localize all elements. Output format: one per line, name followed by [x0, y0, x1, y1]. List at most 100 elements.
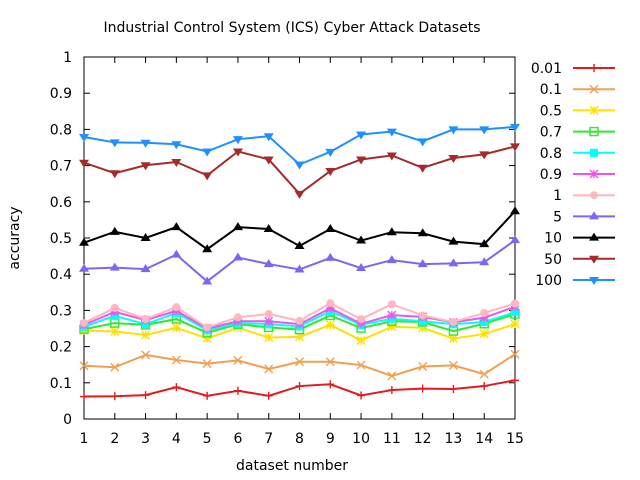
data-point	[510, 349, 520, 359]
legend-item: 0.1	[540, 82, 615, 98]
data-point	[387, 386, 396, 395]
y-tick-label: 0.6	[50, 195, 72, 211]
series-line	[83, 145, 516, 196]
legend-item: 50	[544, 252, 615, 268]
data-point	[480, 317, 489, 326]
data-point	[448, 360, 458, 370]
legend-item: 0.8	[540, 146, 615, 162]
data-point	[479, 369, 489, 379]
data-point	[590, 148, 598, 157]
data-point	[479, 329, 489, 339]
data-point	[589, 255, 599, 264]
legend-label: 0.8	[540, 146, 562, 162]
data-point	[263, 156, 274, 165]
data-point	[479, 257, 490, 266]
y-tick-label: 0	[63, 412, 72, 428]
data-point	[511, 376, 519, 385]
y-tick-label: 0.9	[50, 86, 72, 102]
data-point	[356, 360, 366, 370]
legend-label: 0.1	[540, 82, 562, 98]
legend-item: 5	[553, 209, 615, 225]
data-point	[356, 131, 367, 140]
data-point	[589, 211, 599, 220]
legend: 0.01 0.1 0.5 0.7 0.8 0.9 1 5 10 50 100	[531, 61, 615, 289]
data-point	[294, 264, 305, 273]
data-point	[448, 236, 459, 245]
x-tick-label: 14	[475, 431, 493, 447]
legend-label: 10	[544, 231, 562, 247]
data-point	[202, 148, 213, 157]
data-point	[511, 308, 519, 317]
data-point	[232, 252, 243, 261]
legend-label: 50	[544, 252, 562, 268]
data-point	[589, 105, 599, 115]
data-point	[79, 361, 89, 371]
series-layer	[79, 123, 520, 401]
data-point	[326, 380, 335, 389]
legend-item: 1	[553, 188, 615, 204]
data-point	[203, 323, 212, 332]
data-point	[172, 383, 181, 392]
data-point	[356, 263, 367, 272]
x-tick-label: 3	[141, 431, 150, 447]
data-point	[418, 317, 427, 326]
data-point	[171, 323, 181, 333]
data-point	[110, 362, 120, 372]
data-point	[510, 319, 520, 329]
data-point	[202, 333, 212, 343]
legend-item: 0.7	[540, 125, 615, 141]
data-point	[110, 303, 119, 312]
data-point	[479, 239, 490, 248]
data-point	[202, 244, 213, 253]
data-point	[418, 362, 428, 372]
data-point	[417, 138, 428, 147]
data-point	[140, 139, 151, 148]
x-tick-label: 5	[203, 431, 212, 447]
x-tick-label: 13	[445, 431, 463, 447]
chart-title: Industrial Control System (ICS) Cyber At…	[103, 20, 480, 36]
data-point	[448, 258, 459, 267]
series-100	[79, 123, 520, 170]
data-point	[325, 320, 335, 330]
series-0-1	[79, 349, 520, 381]
data-point	[479, 151, 490, 160]
x-tick-label: 1	[80, 431, 89, 447]
x-tick-label: 12	[414, 431, 432, 447]
data-point	[140, 162, 151, 171]
data-point	[387, 300, 396, 309]
data-point	[386, 128, 397, 137]
data-point	[202, 276, 213, 285]
y-tick-label: 1	[63, 50, 72, 66]
legend-item: 10	[544, 231, 615, 247]
data-point	[110, 326, 120, 336]
data-point	[263, 223, 274, 232]
data-point	[294, 161, 305, 170]
data-point	[263, 133, 274, 142]
data-point	[448, 334, 458, 344]
data-point	[449, 384, 458, 393]
data-point	[295, 357, 304, 367]
data-point	[325, 252, 336, 261]
data-point	[202, 172, 213, 181]
data-point	[141, 350, 151, 360]
data-point	[171, 158, 182, 167]
data-point	[590, 64, 598, 72]
data-point	[233, 386, 242, 395]
x-tick-label: 11	[383, 431, 401, 447]
x-tick-label: 2	[110, 431, 119, 447]
data-point	[480, 382, 489, 391]
data-point	[386, 255, 397, 264]
data-point	[109, 170, 120, 179]
data-point	[510, 206, 520, 215]
x-tick-label: 15	[506, 431, 524, 447]
data-point	[356, 156, 367, 165]
data-point	[264, 333, 274, 343]
data-point	[264, 316, 274, 326]
data-point	[294, 190, 305, 199]
y-tick-label: 0.7	[50, 159, 72, 175]
x-tick-label: 9	[326, 431, 335, 447]
legend-label: 0.5	[540, 103, 562, 119]
data-point	[510, 123, 520, 132]
data-point	[232, 148, 243, 157]
